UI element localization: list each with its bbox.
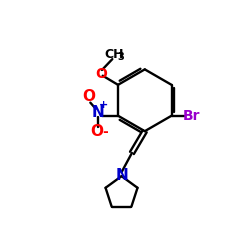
Text: 3: 3 bbox=[118, 52, 124, 62]
Text: O: O bbox=[95, 68, 107, 82]
Text: -: - bbox=[102, 124, 108, 138]
Text: Br: Br bbox=[182, 109, 200, 123]
Text: N: N bbox=[115, 168, 128, 183]
Text: CH: CH bbox=[104, 48, 124, 61]
Text: N: N bbox=[91, 104, 104, 120]
Text: O: O bbox=[90, 124, 103, 139]
Text: +: + bbox=[99, 100, 108, 110]
Text: O: O bbox=[82, 89, 95, 104]
